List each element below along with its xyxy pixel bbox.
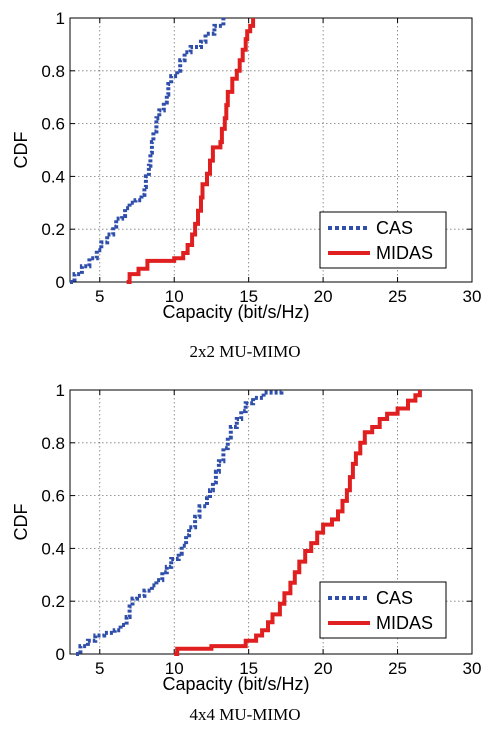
y-tick-label: 0	[56, 273, 65, 292]
series-line-cas	[70, 18, 226, 284]
y-tick-label: 0.4	[41, 539, 65, 558]
legend-label-cas: CAS	[376, 218, 413, 238]
y-tick-label: 1	[56, 381, 65, 400]
series-line-midas	[174, 390, 422, 656]
y-tick-label: 0.2	[41, 220, 65, 239]
x-tick-label: 15	[239, 659, 258, 678]
y-tick-label: 0.2	[41, 592, 65, 611]
x-tick-label: 20	[314, 659, 333, 678]
x-tick-label: 10	[165, 287, 184, 306]
y-tick-label: 0.6	[41, 115, 65, 134]
chart-panel-1: 5 10 15 20 25 30 0 0.2 0.4 0.6 0.8 1 Capacity (bit/s…	[11, 9, 481, 361]
legend-box	[319, 581, 447, 639]
x-axis-label: Capacity (bit/s/Hz)	[162, 674, 309, 694]
legend-label-cas: CAS	[376, 588, 413, 608]
y-tick-label: 0	[56, 645, 65, 664]
x-tick-label: 25	[388, 287, 407, 306]
legend: CAS MIDAS	[319, 581, 447, 639]
y-axis-label: CDF	[11, 504, 31, 541]
chart-caption: 4x4 MU-MIMO	[190, 705, 301, 724]
legend-label-midas: MIDAS	[376, 613, 433, 633]
x-tick-label: 20	[314, 287, 333, 306]
x-tick-label: 15	[239, 287, 258, 306]
x-tick-label: 30	[463, 287, 482, 306]
x-tick-label: 30	[463, 659, 482, 678]
x-tick-label: 25	[388, 659, 407, 678]
y-tick-label: 0.8	[41, 434, 65, 453]
chart-panel-2: 5 10 15 20 25 30 0 0.2 0.4 0.6 0.8 1 Capacity (bit/s…	[11, 381, 481, 724]
x-tick-label: 5	[95, 659, 104, 678]
x-axis-label: Capacity (bit/s/Hz)	[162, 302, 309, 322]
y-tick-label: 0.4	[41, 167, 65, 186]
legend-label-midas: MIDAS	[376, 243, 433, 263]
legend-box	[319, 211, 447, 269]
legend: CAS MIDAS	[319, 211, 447, 269]
chart-caption: 2x2 MU-MIMO	[190, 342, 301, 361]
y-tick-label: 0.8	[41, 62, 65, 81]
y-axis-label: CDF	[11, 132, 31, 169]
series-line-midas	[126, 18, 256, 284]
plot-frame	[69, 17, 473, 283]
x-tick-label: 10	[165, 659, 184, 678]
series-line-cas	[76, 390, 284, 656]
y-tick-label: 1	[56, 9, 65, 28]
x-tick-label: 5	[95, 287, 104, 306]
y-tick-label: 0.6	[41, 487, 65, 506]
plot-frame	[69, 389, 473, 655]
